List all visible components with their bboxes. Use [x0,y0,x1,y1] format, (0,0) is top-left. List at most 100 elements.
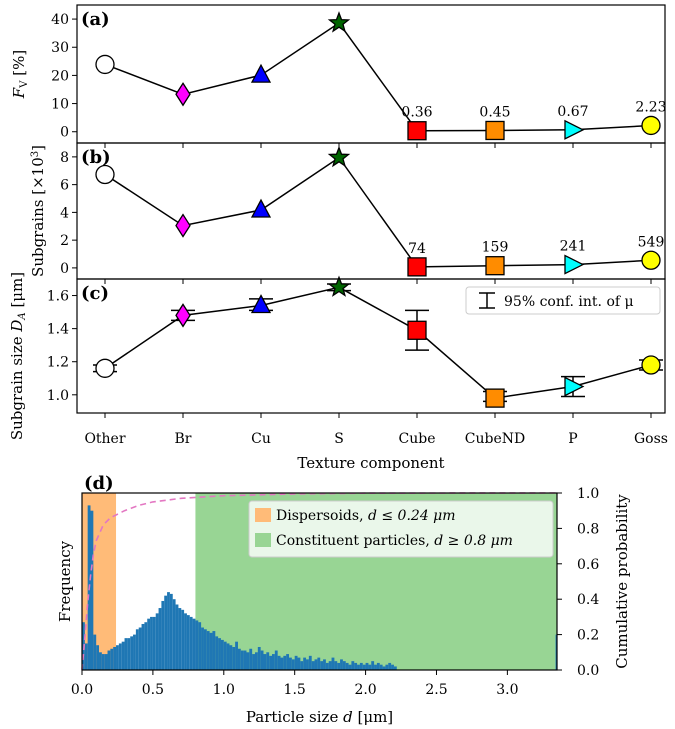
x-tick-label: 0.5 [142,682,164,698]
panel-label: (a) [81,9,110,30]
histogram-bar [96,645,100,670]
data-point-Goss [641,250,661,270]
histogram-bar [391,664,394,670]
histogram-bar [158,608,162,670]
data-point-Br [175,82,191,107]
x-tick-label: 1.5 [284,682,306,698]
histogram-bar [198,622,202,670]
legend-label: Dispersoids, d ≤ 0.24 μm [276,508,456,524]
legend-label: Constituent particles, d ≥ 0.8 μm [276,533,513,549]
panel-label: (d) [84,473,114,494]
histogram-bar [167,592,170,670]
y-tick-label: 4 [60,205,69,221]
histogram-bar [99,652,102,670]
histogram-bar [393,666,397,670]
y-tick-label: 30 [51,40,69,56]
x-tick-label: Br [175,431,192,447]
histogram-bar [161,600,165,670]
histogram-bar [110,648,114,670]
histogram-bar [246,652,250,670]
histogram-bar [277,655,281,670]
data-label: 241 [560,239,587,255]
series-line [104,21,652,132]
histogram-bar [368,664,372,670]
histogram-bar [382,666,386,670]
panel-d: 0.0 0.5 1.0 1.5 2.0 2.5 3.0 0.0 0.2 0.4 0.6 0.8 1.0 (… [56,473,631,726]
y-tick-label: 2 [60,233,69,249]
panel-b: 0 2 4 6 8 74 159 241 549 (b) Subgrains [×103] [29,142,666,284]
histogram-bar [260,650,264,670]
histogram-bar [189,616,193,670]
data-point-S [327,275,351,297]
y-axis-label-right: Cumulative probability [613,494,631,669]
legend-swatch [255,508,271,522]
y-tick-label-right: 0.4 [577,592,599,608]
data-point-Other [95,164,115,185]
x-tick-label: Goss [634,431,668,447]
axes-frame [76,4,666,144]
histogram-bar [84,643,88,670]
x-tick-label: 3.0 [496,682,518,698]
y-tick-label: 20 [51,68,69,84]
histogram-bar [121,641,125,670]
data-point-Other [95,358,115,378]
histogram-bar [240,650,244,670]
histogram-bar [354,662,358,670]
histogram-bar [340,659,343,670]
x-tick-label: Cu [251,431,271,447]
histogram-bar [172,599,176,670]
x-tick-label: CubeND [465,431,525,447]
histogram-bar [192,618,196,670]
histogram-bar [320,661,324,670]
data-point-Cube [407,320,427,340]
series-line [104,286,652,399]
data-point-Other [95,54,115,75]
histogram-bar [252,654,255,670]
y-tick-label: 8 [60,150,69,166]
y-tick-label-right: 0.2 [577,628,599,644]
histogram-bar [155,613,159,670]
data-point-P [564,376,585,397]
histogram-bar [220,639,224,670]
x-tick-label: 2.0 [354,682,376,698]
histogram-bar [127,638,131,670]
histogram-bar [254,652,258,670]
histogram-bar [342,661,346,670]
histogram-bar [331,657,335,670]
histogram-bar [257,646,261,670]
histogram-bar [266,652,270,670]
data-label: 74 [408,241,426,257]
histogram-bar [280,657,284,670]
histogram-bar [294,655,298,670]
histogram-bar [376,662,380,670]
histogram-bar [223,641,227,670]
histogram-bar [229,645,233,670]
histogram-bar [286,654,290,670]
histogram-bar [555,634,557,670]
histogram-bar [374,664,377,670]
y-axis-label: Subgrain size DA [μm] [8,272,28,440]
histogram-bar [357,664,360,670]
y-tick-label: 6 [60,178,69,194]
histogram-bar [297,657,301,670]
histogram-bar [314,659,318,670]
histogram-bar [130,636,134,670]
histogram-bar [269,655,272,670]
histogram-bar [345,662,349,670]
histogram-bar [178,608,182,670]
histogram-bar [113,646,117,670]
histogram-bar [206,631,210,670]
y-tick-label: 0 [60,261,69,277]
y-tick-label: 1.2 [47,355,69,371]
axes-frame [81,492,558,671]
axes-frame [76,142,666,280]
data-point-S [327,11,351,33]
histogram-bar [379,664,383,670]
data-label: 0.45 [479,104,510,120]
histogram-bar [289,657,292,670]
histogram-bar [169,593,173,670]
histogram-bar [201,627,204,670]
histogram-bar [212,631,216,670]
data-point-Goss [641,355,661,375]
